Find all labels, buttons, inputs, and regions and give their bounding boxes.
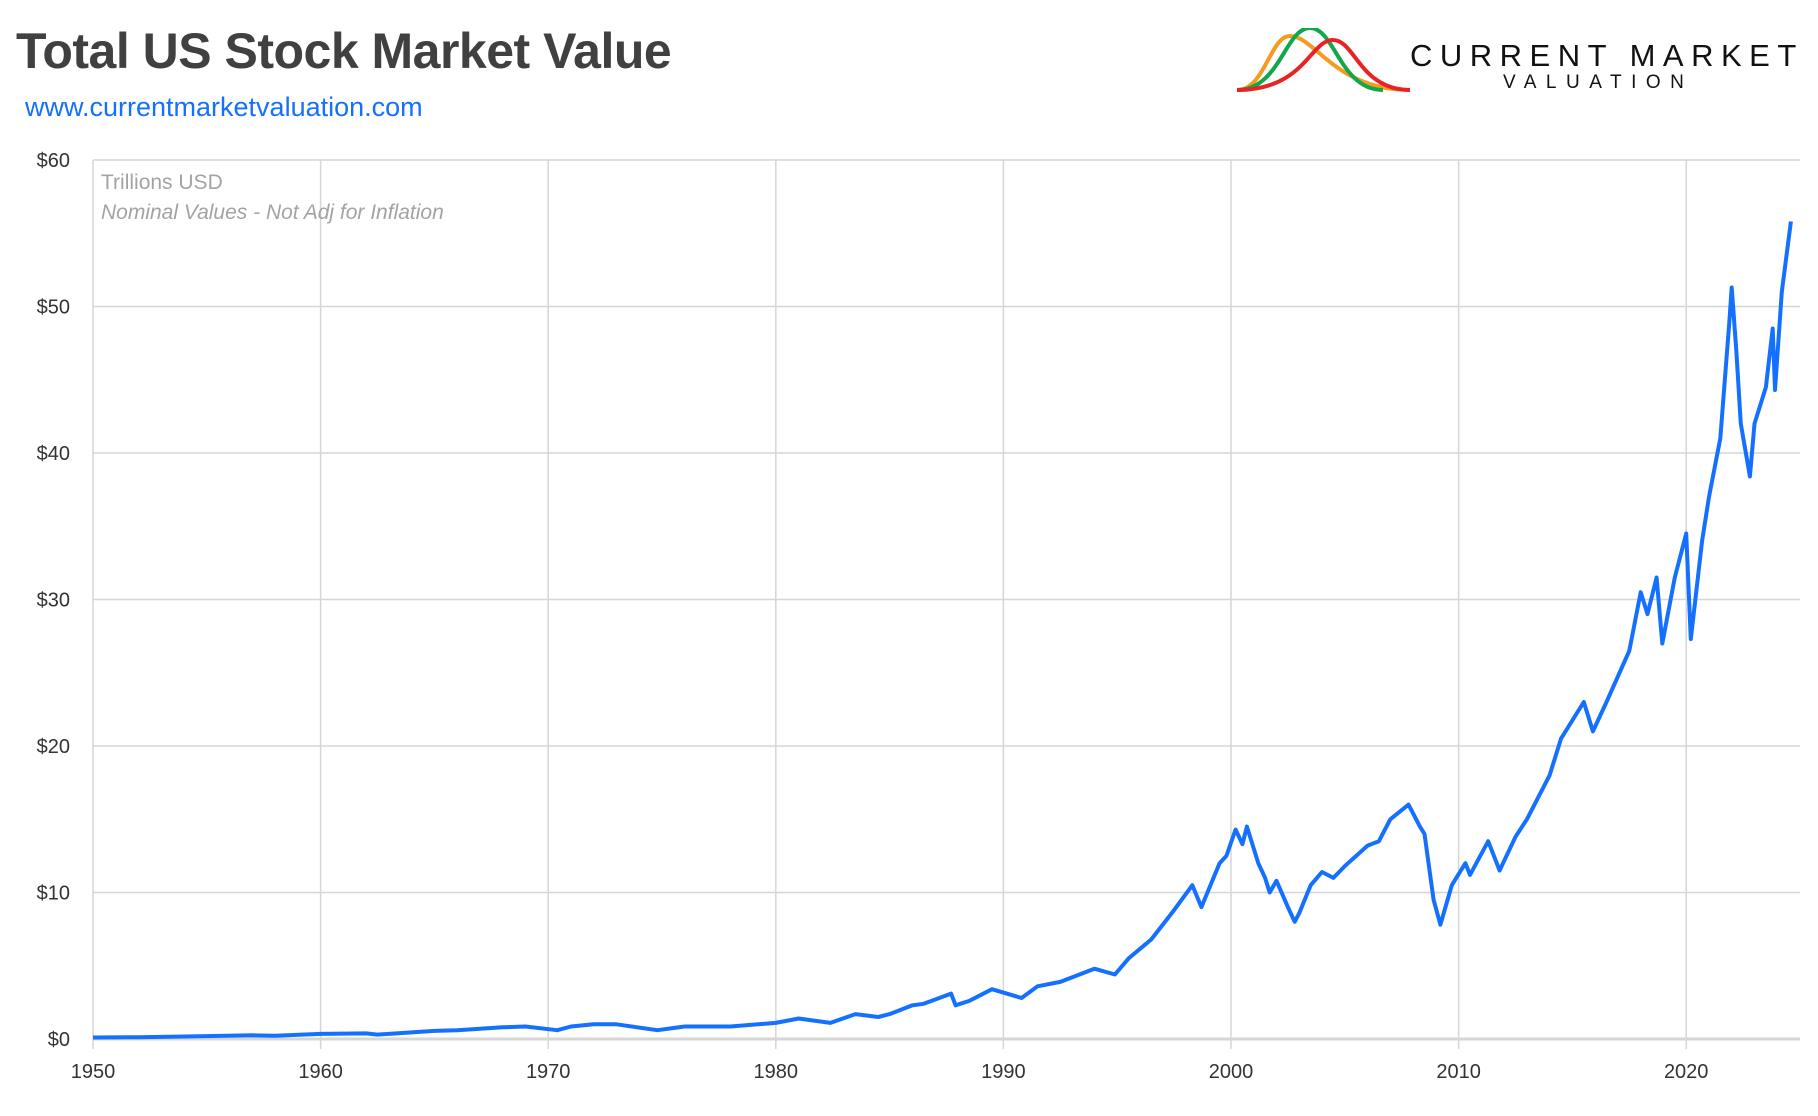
y-tick-label: $60 [37,150,70,172]
x-tick-label: 1990 [981,1061,1026,1083]
x-tick-label: 1970 [526,1061,571,1083]
units-note: Trillions USD [101,171,223,194]
y-axis-ticks: $0 $10 $20 $30 $40 $50 $60 [37,150,70,1051]
brand-logo: CURRENT MARKET VALUATION [1235,25,1815,110]
bell-curves-logo-icon [1236,25,1411,92]
inflation-note: Nominal Values - Not Adj for Inflation [101,201,444,224]
logo-text-line2: VALUATION [1503,72,1694,93]
page-title: Total US Stock Market Value [16,23,672,79]
y-tick-label: $0 [48,1029,70,1051]
x-tick-label: 1950 [71,1061,116,1083]
x-axis-ticks: 1950 1960 1970 1980 1990 2000 2010 2020 [71,1061,1709,1083]
logo-curve-red [1236,37,1411,92]
logo-curve-green [1236,25,1384,92]
grid [92,159,1800,1049]
y-tick-label: $40 [37,443,70,465]
y-tick-label: $20 [37,736,70,758]
website-link[interactable]: www.currentmarketvaluation.com [25,92,423,122]
x-tick-label: 2000 [1209,1061,1254,1083]
x-tick-label: 2010 [1436,1061,1481,1083]
y-tick-label: $30 [37,590,70,612]
logo-text-line1: CURRENT MARKET [1410,38,1804,73]
x-tick-label: 1960 [298,1061,343,1083]
series-line-market-value [92,221,1793,1040]
y-tick-label: $50 [37,297,70,319]
x-tick-label: 1980 [754,1061,799,1083]
y-tick-label: $10 [37,883,70,905]
x-tick-label: 2020 [1664,1061,1709,1083]
